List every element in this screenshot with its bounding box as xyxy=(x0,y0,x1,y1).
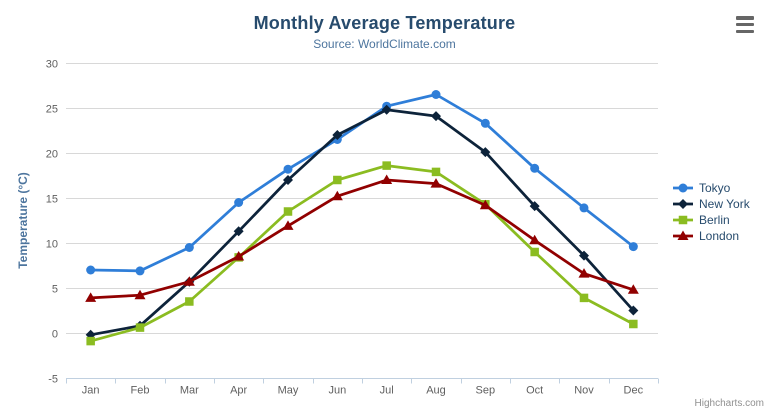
series-line-new-york xyxy=(89,108,635,337)
legend-label: Tokyo xyxy=(699,181,731,195)
legend-marker-square-icon xyxy=(673,215,693,225)
series-line-london xyxy=(89,178,635,300)
y-tick-label: 0 xyxy=(52,329,58,341)
point-tokyo-mar[interactable] xyxy=(184,243,194,252)
x-tick-label: Apr xyxy=(230,385,247,397)
y-tick-label: -5 xyxy=(48,374,58,386)
x-tick-label: Dec xyxy=(624,385,644,397)
point-berlin-nov[interactable] xyxy=(579,293,589,303)
point-new-york-sep[interactable] xyxy=(480,147,491,158)
legend-label: Berlin xyxy=(699,213,730,227)
y-axis-labels: -5 0 5 10 15 20 25 30 xyxy=(46,59,58,386)
x-axis: Jan Feb Mar Apr May Jun Jul Aug Sep Oct Nov Dec xyxy=(66,378,659,397)
point-new-york-jun[interactable] xyxy=(332,130,343,140)
point-new-york-apr[interactable] xyxy=(233,226,244,237)
y-tick-label: 15 xyxy=(46,194,58,206)
point-tokyo-aug[interactable] xyxy=(431,90,441,99)
series-london xyxy=(85,174,639,302)
series-new-york xyxy=(85,104,639,340)
point-london-apr[interactable] xyxy=(233,251,245,261)
point-berlin-may[interactable] xyxy=(283,207,293,216)
point-berlin-mar[interactable] xyxy=(185,297,194,306)
point-berlin-jul[interactable] xyxy=(382,161,391,170)
point-tokyo-feb[interactable] xyxy=(135,266,145,276)
legend-marker-diamond-icon xyxy=(673,199,693,209)
point-new-york-jul[interactable] xyxy=(381,104,392,115)
x-tick-label: Jan xyxy=(82,385,100,397)
x-tick-label: May xyxy=(278,385,299,397)
x-tick-label: Mar xyxy=(180,385,199,397)
legend-marker-circle-icon xyxy=(673,183,693,193)
point-new-york-may[interactable] xyxy=(283,175,293,185)
point-berlin-oct[interactable] xyxy=(530,247,539,257)
point-new-york-dec[interactable] xyxy=(628,305,639,316)
series-tokyo xyxy=(86,90,638,276)
point-london-jul[interactable] xyxy=(381,174,393,185)
y-tick-label: 20 xyxy=(46,149,58,161)
point-london-feb[interactable] xyxy=(134,289,146,300)
point-london-may[interactable] xyxy=(282,220,294,230)
point-london-sep[interactable] xyxy=(479,199,491,210)
point-tokyo-apr[interactable] xyxy=(234,198,244,207)
legend-item-new-york[interactable]: New York xyxy=(672,196,750,212)
point-new-york-oct[interactable] xyxy=(529,201,540,212)
chart-title: Monthly Average Temperature xyxy=(253,13,516,33)
legend-marker-triangle-icon xyxy=(673,230,693,240)
export-menu-button[interactable] xyxy=(736,16,754,33)
point-tokyo-sep[interactable] xyxy=(480,118,490,128)
legend: Tokyo New York Berlin London xyxy=(672,180,750,244)
x-tick-label: Jul xyxy=(380,385,394,397)
point-london-oct[interactable] xyxy=(529,234,541,245)
point-london-jan[interactable] xyxy=(85,292,97,302)
y-tick-label: 25 xyxy=(46,104,58,116)
chart-subtitle: Source: WorldClimate.com xyxy=(313,37,456,51)
point-berlin-aug[interactable] xyxy=(431,167,441,177)
point-tokyo-dec[interactable] xyxy=(628,242,638,252)
legend-item-london[interactable]: London xyxy=(672,228,750,244)
point-tokyo-jan[interactable] xyxy=(86,265,96,275)
point-new-york-nov[interactable] xyxy=(579,250,589,261)
x-tick-label: Aug xyxy=(426,385,446,397)
legend-label: New York xyxy=(699,197,750,211)
point-tokyo-may[interactable] xyxy=(283,164,293,174)
point-berlin-jun[interactable] xyxy=(333,175,342,185)
y-tick-label: 10 xyxy=(46,239,58,251)
point-london-mar[interactable] xyxy=(183,276,195,286)
point-london-nov[interactable] xyxy=(578,268,590,278)
point-berlin-jan[interactable] xyxy=(86,336,95,346)
series-line-berlin xyxy=(89,164,635,343)
hamburger-icon xyxy=(736,22,754,27)
point-berlin-dec[interactable] xyxy=(629,319,638,329)
point-berlin-feb[interactable] xyxy=(135,323,145,332)
point-london-dec[interactable] xyxy=(627,284,639,294)
point-new-york-aug[interactable] xyxy=(431,111,441,122)
y-tick-label: 30 xyxy=(46,59,58,71)
y-axis-title: Temperature (°C) xyxy=(16,172,30,269)
legend-label: London xyxy=(699,229,740,243)
hamburger-icon xyxy=(736,16,754,20)
y-tick-label: 5 xyxy=(52,284,58,296)
x-tick-label: Oct xyxy=(526,385,543,397)
x-tick-label: Jun xyxy=(328,385,346,397)
legend-item-tokyo[interactable]: Tokyo xyxy=(672,180,750,196)
credits-link[interactable]: Highcharts.com xyxy=(694,398,764,409)
x-tick-label: Sep xyxy=(476,385,496,397)
point-london-aug[interactable] xyxy=(430,178,442,188)
point-london-jun[interactable] xyxy=(331,190,343,201)
point-tokyo-oct[interactable] xyxy=(530,163,540,173)
hamburger-icon xyxy=(736,29,754,33)
x-tick-label: Nov xyxy=(574,385,594,397)
x-tick-label: Feb xyxy=(131,385,150,397)
y-gridlines xyxy=(66,63,658,379)
point-tokyo-nov[interactable] xyxy=(579,203,589,213)
legend-item-berlin[interactable]: Berlin xyxy=(672,212,750,228)
